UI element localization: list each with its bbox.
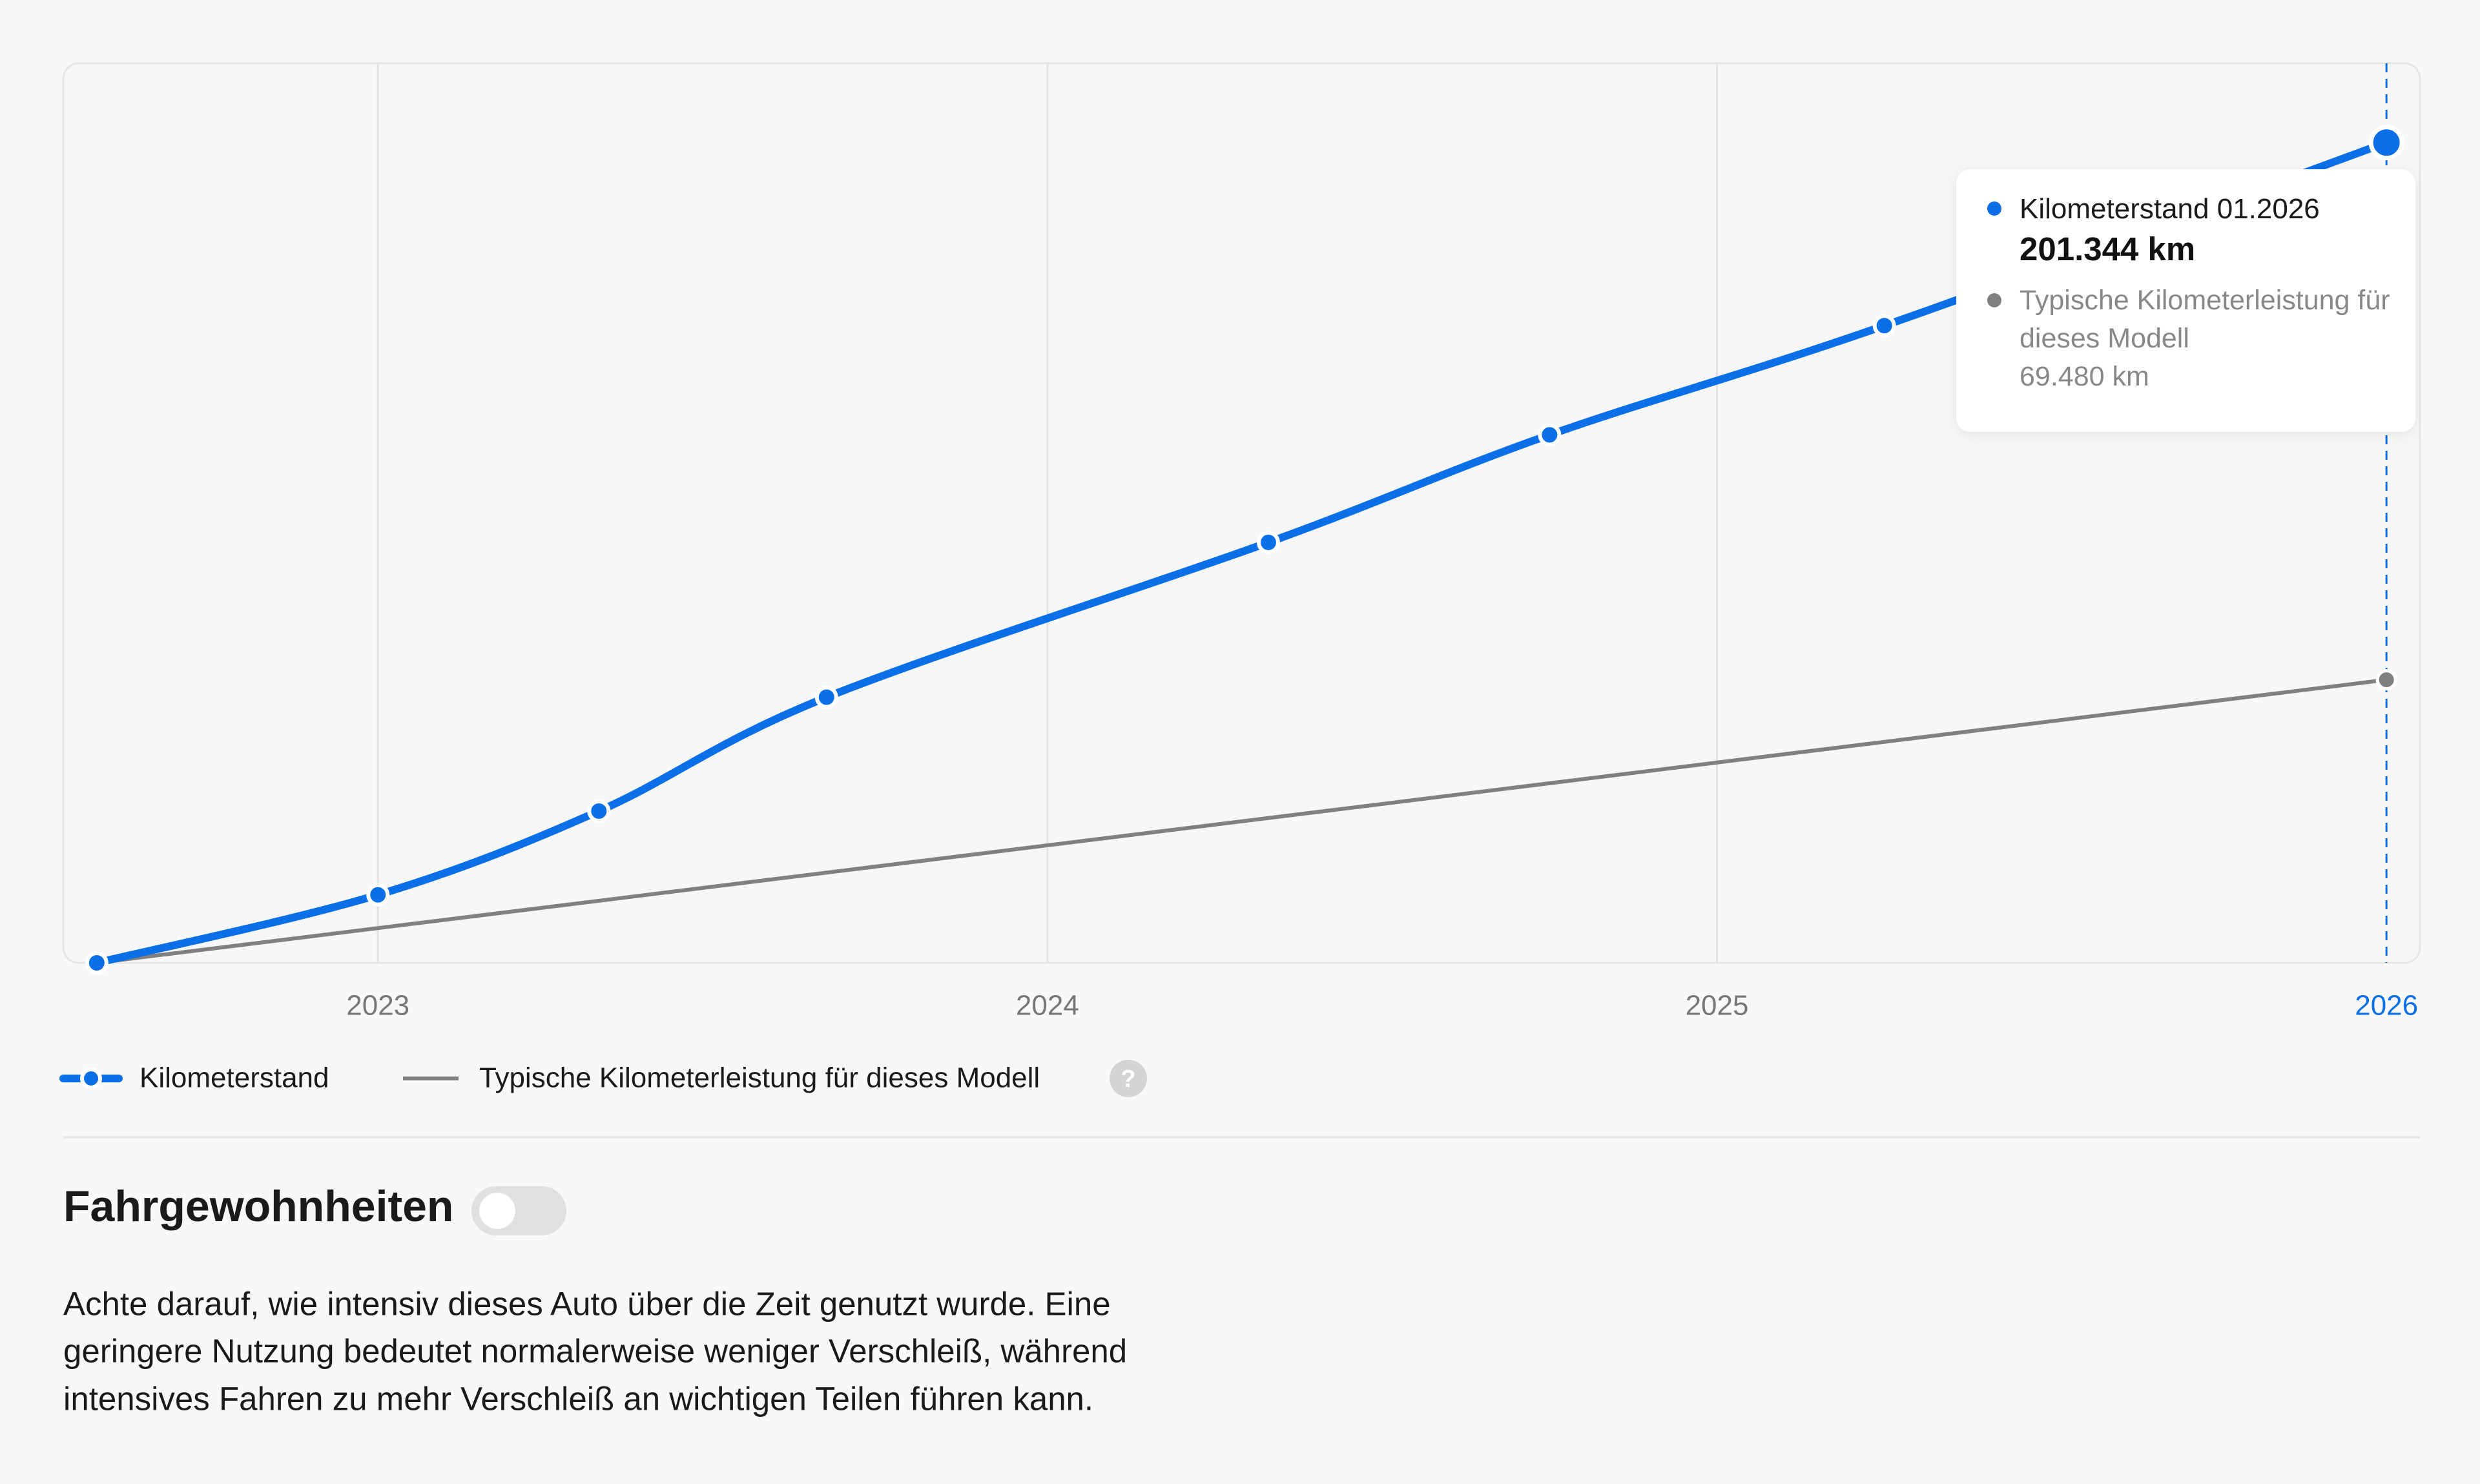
tooltip-series: Typische Kilometerleistung für dieses Mo… <box>2020 285 2390 354</box>
point <box>814 685 838 709</box>
x-tick-label: 2026 <box>2355 990 2418 1022</box>
tooltip-row: Typische Kilometerleistung für dieses Mo… <box>1987 282 2402 396</box>
tooltip-value: 69.480 km <box>2020 361 2149 392</box>
x-tick-label: 2023 <box>346 990 409 1022</box>
description-line: geringere Nutzung bedeutet normalerweise… <box>63 1332 1127 1369</box>
toggle[interactable] <box>471 1186 566 1235</box>
description-line: intensives Fahren zu mehr Verschleiß an … <box>63 1380 1093 1417</box>
point <box>2375 669 2397 691</box>
point <box>587 799 611 823</box>
point <box>1538 423 1562 447</box>
legend-label: Typische Kilometerleistung für dieses Mo… <box>479 1062 1040 1094</box>
chart-frame <box>62 62 2421 964</box>
series-line <box>94 677 2389 965</box>
help-icon-text: ? <box>1121 1066 1135 1093</box>
help-icon[interactable] <box>1110 1060 1147 1097</box>
point <box>85 951 108 974</box>
description-line: Achte darauf, wie intensiv dieses Auto ü… <box>63 1285 1111 1322</box>
point <box>1872 314 1896 338</box>
legend-label: Kilometerstand <box>140 1062 329 1094</box>
x-tick-label: 2025 <box>1686 990 1749 1022</box>
tooltip-dot <box>1987 201 2001 216</box>
toggle-knob[interactable] <box>479 1193 515 1229</box>
tooltip-row: Kilometerstand 01.2026 201.344 km <box>1987 190 2402 270</box>
tooltip-dot <box>1987 293 2001 307</box>
point <box>2368 125 2404 161</box>
section-title: Fahrgewohnheiten <box>63 1182 453 1231</box>
tooltip-date: 01.2026 <box>2216 193 2320 225</box>
point <box>1256 530 1280 554</box>
tooltip-value: 201.344 km <box>2020 231 2196 267</box>
legend-swatch-dot <box>80 1067 102 1089</box>
point <box>366 883 390 907</box>
tooltip-title: Kilometerstand 01.2026 <box>2020 190 2402 229</box>
tooltip: Kilometerstand 01.2026 201.344 km Typisc… <box>1956 169 2415 432</box>
x-tick-label: 2024 <box>1016 990 1079 1022</box>
tooltip-series: Kilometerstand <box>2020 193 2209 225</box>
